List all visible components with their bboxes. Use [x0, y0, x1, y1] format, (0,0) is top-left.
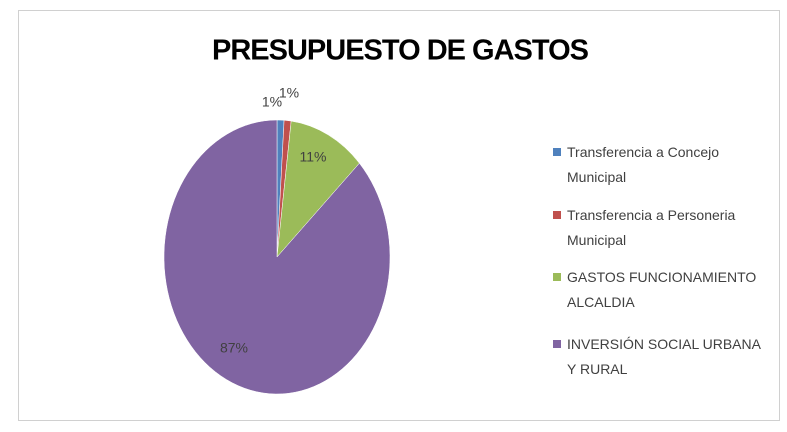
- legend-swatch: [553, 273, 561, 281]
- data-label: 1%: [279, 85, 299, 101]
- pie-slice: [163, 119, 391, 395]
- chart-title: PRESUPUESTO DE GASTOS: [212, 35, 589, 67]
- chart-border: [18, 10, 780, 421]
- legend-item: INVERSIÓN SOCIAL URBANA Y RURAL: [553, 332, 768, 382]
- legend-swatch: [553, 211, 561, 219]
- data-label: 1%: [262, 94, 282, 110]
- legend-label: INVERSIÓN SOCIAL URBANA Y RURAL: [567, 336, 761, 377]
- legend-label: GASTOS FUNCIONAMIENTO ALCALDIA: [567, 269, 757, 310]
- data-label: 87%: [220, 340, 248, 356]
- legend-item: GASTOS FUNCIONAMIENTO ALCALDIA: [553, 265, 768, 315]
- legend-item: Transferencia a Concejo Municipal: [553, 140, 768, 190]
- data-label: 11%: [300, 149, 327, 165]
- pie-slice: [276, 120, 360, 258]
- legend-label: Transferencia a Personeria Municipal: [567, 207, 736, 248]
- legend-swatch: [553, 340, 561, 348]
- legend-item: Transferencia a Personeria Municipal: [553, 203, 768, 253]
- legend-swatch: [553, 148, 561, 156]
- legend-label: Transferencia a Concejo Municipal: [567, 144, 720, 185]
